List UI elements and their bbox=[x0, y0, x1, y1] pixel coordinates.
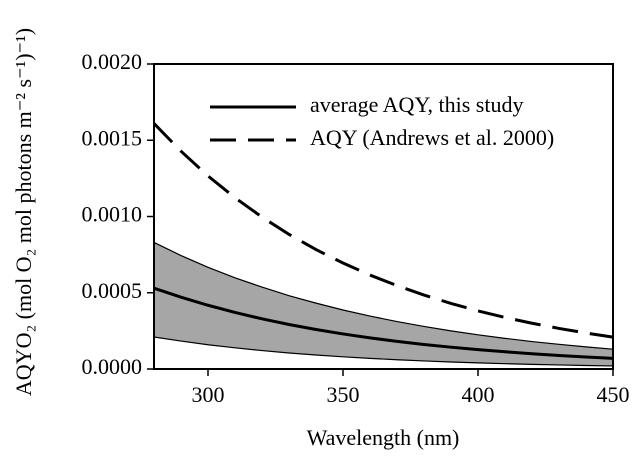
y-tick-label: 0.0015 bbox=[82, 125, 143, 150]
series-line bbox=[153, 286, 614, 360]
x-axis-label: Wavelength (nm) bbox=[307, 425, 460, 450]
band-area bbox=[154, 242, 613, 366]
band-edge bbox=[153, 241, 614, 350]
y-tick-label: 0.0020 bbox=[82, 49, 143, 74]
x-tick-label: 350 bbox=[327, 382, 360, 407]
band-edge bbox=[153, 336, 614, 367]
legend-label: AQY (Andrews et al. 2000) bbox=[310, 125, 554, 150]
x-tick-label: 400 bbox=[462, 382, 495, 407]
y-axis-label: AQYO₂ (mol O₂ mol photons m⁻² s⁻¹)⁻¹) bbox=[11, 28, 36, 396]
series-line bbox=[152, 122, 614, 339]
legend-label: average AQY, this study bbox=[310, 92, 523, 117]
x-tick-label: 450 bbox=[597, 382, 630, 407]
y-tick-label: 0.0000 bbox=[82, 354, 143, 379]
y-tick-label: 0.0010 bbox=[82, 202, 143, 227]
y-tick-label: 0.0005 bbox=[82, 278, 143, 303]
x-tick-label: 300 bbox=[192, 382, 225, 407]
